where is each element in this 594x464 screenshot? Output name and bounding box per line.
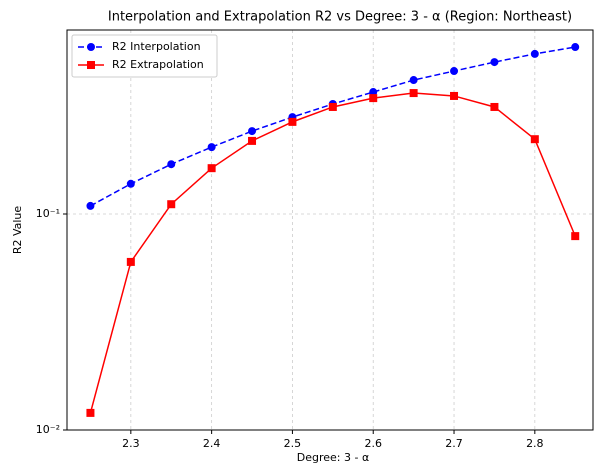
marker	[369, 94, 378, 103]
marker	[167, 200, 176, 209]
x-tick-label: 2.7	[445, 437, 463, 450]
marker	[409, 76, 418, 85]
marker	[126, 257, 135, 266]
marker	[328, 102, 337, 111]
marker	[288, 117, 297, 126]
y-tick-label: 10⁻²	[36, 423, 60, 436]
marker	[207, 143, 216, 152]
legend-box	[71, 34, 218, 78]
chart-title: Interpolation and Extrapolation R2 vs De…	[108, 10, 572, 25]
marker	[369, 88, 378, 97]
marker	[450, 91, 459, 100]
marker	[490, 102, 499, 111]
x-tick-label: 2.6	[364, 437, 382, 450]
x-tick-label: 2.5	[284, 437, 302, 450]
y-tick-label: 10⁻¹	[36, 207, 60, 220]
marker	[86, 408, 95, 417]
marker	[409, 89, 418, 98]
y-axis-label: R2 Value	[11, 206, 24, 255]
marker	[490, 58, 499, 67]
x-tick-label: 2.3	[122, 437, 140, 450]
legend-marker	[87, 43, 95, 51]
legend-label: R2 Extrapolation	[112, 58, 204, 71]
marker	[248, 127, 257, 136]
marker	[450, 67, 459, 76]
legend: R2 Interpolation R2 Extrapolation	[71, 34, 218, 78]
x-tick-label: 2.8	[526, 437, 544, 450]
marker	[530, 135, 539, 144]
plot-frame	[66, 29, 594, 431]
legend-marker	[87, 61, 95, 69]
marker	[167, 160, 176, 169]
series-line	[89, 92, 576, 414]
marker	[207, 164, 216, 173]
marker	[86, 201, 95, 210]
marker	[248, 136, 257, 145]
x-tick-label: 2.4	[203, 437, 221, 450]
marker	[571, 232, 580, 241]
marker	[126, 179, 135, 188]
marker	[571, 43, 580, 52]
legend-label: R2 Interpolation	[112, 40, 201, 53]
x-axis-label: Degree: 3 - α	[297, 451, 369, 464]
marker	[530, 49, 539, 58]
